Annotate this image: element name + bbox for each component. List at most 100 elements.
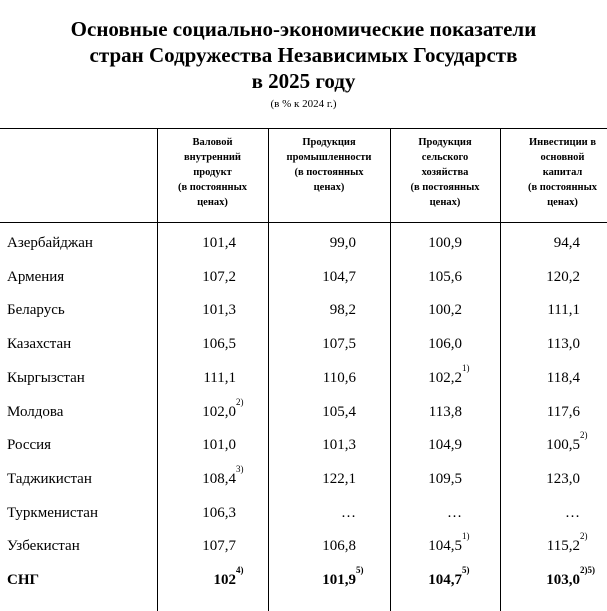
footnote-mark: 2) [236,396,244,407]
row-label: Узбекистан [7,538,80,555]
table-cell: 101,0 [202,435,236,455]
title-line: в 2025 году [251,69,356,93]
table-cell: 120,2 [546,267,580,287]
cell-value: 118,4 [546,369,580,386]
table-cell: 107,5 [322,334,356,354]
table-cell: 103,0 2)5) [546,565,595,590]
cell-value: 103,0 2)5) [546,565,595,588]
cell-value: 123,0 [546,470,580,487]
table-cell: … [565,503,580,523]
column-header: (в постоянных [294,167,364,178]
table-cell: 104,5 1) [428,531,470,556]
column-rule [157,128,158,611]
table-cell: 117,6 [547,402,580,422]
cell-value: 102,0 2) [202,396,244,420]
footnote-mark: 2) [580,430,588,441]
table-cell: 108,4 3) [202,463,244,489]
table-cell: 122,1 [322,469,356,489]
column-header: промышленности [286,152,372,163]
footnote-mark: 3) [236,463,244,474]
row-label: Кыргызстан [7,369,85,386]
table-cell: … [341,503,356,523]
cell-value: 101,9 5) [322,565,364,588]
column-header: ценах) [429,197,461,208]
table-cell: 101,4 [202,233,236,253]
row-label: Таджикистан [7,470,92,487]
cell-value: 122,1 [322,470,356,487]
column-header: ценах) [547,197,578,208]
cell-value: 104,7 [322,268,356,285]
table-cell: 101,3 [322,435,356,455]
table-cell: 105,4 [322,402,356,422]
cell-value: 120,2 [546,268,580,285]
cell-value: 117,6 [546,403,580,420]
table-cell: 102,0 2) [202,396,244,422]
table-cell: 123,0 [546,469,580,489]
table-cell: 110,6 [323,368,356,388]
column-header: сельского [421,152,469,163]
cell-value: 102,2 1) [428,362,470,386]
column-header: Валовой [192,137,233,148]
cell-value: 100,9 [428,235,462,251]
column-rule [500,128,501,611]
cell-value: 104,5 1) [428,531,470,555]
footnote-mark: 1) [462,531,470,542]
column-header: внутренний [184,152,241,163]
row-label: Азербайджан [7,235,93,251]
column-header: (в постоянных [410,182,480,193]
table-cell: 104,7 5) [428,565,470,590]
cell-value: 115,2 2) [546,531,588,555]
table-border [0,128,607,129]
column-header: основной [540,152,585,163]
footnote-mark: 2)5) [580,565,595,575]
table-cell: 104,7 [322,267,356,287]
cell-value: 106,8 [322,538,356,555]
row-label: Россия [7,437,52,454]
column-header: Продукция [418,137,472,148]
footnote-mark: 4) [236,565,244,575]
table-cell: 101,3 [202,300,236,320]
cell-value: 109,5 [428,470,462,487]
cell-value: 107,5 [322,336,356,353]
cell-value: 108,4 3) [202,463,244,487]
cell-value: 106,5 [202,336,236,353]
cell-value: 107,7 [202,538,236,555]
table-border [0,222,607,223]
cell-value: 100,5 2) [546,430,588,454]
table-cell: 109,5 [428,469,462,489]
cell-value: 104,9 [428,437,462,454]
table-cell: 100,2 [428,300,462,320]
table-cell: … [447,503,462,523]
cell-value: 102 4) [213,565,244,588]
cell-value: 106,0 [428,336,462,353]
cell-value: 110,6 [322,369,356,386]
table-cell: 106,3 [202,503,236,523]
cell-value: 104,7 5) [428,565,470,588]
column-header: Продукция [302,137,356,148]
row-label: Туркменистан [7,504,98,521]
cell-value: 99,0 [329,235,356,251]
row-label: Молдова [7,403,64,420]
column-header: ценах) [197,197,228,208]
column-header: (в постоянных [177,182,248,193]
title-line: Основные социально-экономические показат… [70,17,537,41]
table-cell: 118,4 [547,368,580,388]
row-label: Казахстан [7,336,72,353]
cell-value: 94,4 [553,235,580,251]
footnote-mark: 5) [462,565,470,575]
subtitle: (в % к 2024 г.) [270,98,337,110]
table-cell: 107,7 [202,536,236,556]
cell-value: … [565,504,580,521]
cell-value: 101,4 [202,235,236,251]
cell-value: 113,8 [428,403,462,420]
column-rule [390,128,391,611]
cell-value: 113,0 [546,336,580,353]
table-cell: 105,6 [428,267,462,287]
cell-value: … [341,504,356,521]
table-cell: 98,2 [330,300,356,320]
column-header: Инвестиции в [529,137,596,148]
cell-value: 106,3 [202,504,236,521]
cell-value: … [447,504,462,521]
cell-value: 111,1 [547,302,580,319]
table-cell: 111,1 [203,368,236,388]
